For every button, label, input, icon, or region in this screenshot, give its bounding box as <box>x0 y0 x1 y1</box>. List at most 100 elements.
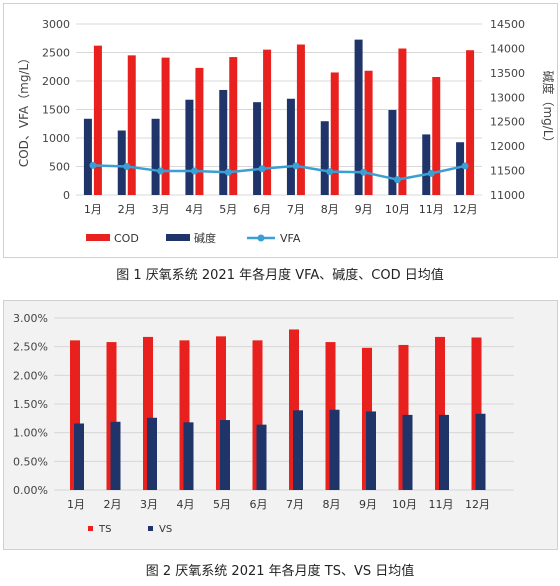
bar-vs <box>110 421 121 490</box>
y2-tick-label: 12000 <box>490 140 525 153</box>
bar-ts <box>289 329 299 490</box>
bar-vs <box>183 422 194 490</box>
point-vfa <box>190 167 198 175</box>
y-tick-label: 3.00% <box>13 312 48 325</box>
y-tick-label: 1000 <box>42 132 70 145</box>
x-tick-label: 11月 <box>429 498 454 511</box>
y2-tick-label: 11500 <box>490 165 525 178</box>
bar-vs <box>402 414 413 490</box>
x-tick-label: 12月 <box>453 203 478 216</box>
y-tick-label: 500 <box>49 161 70 174</box>
y-tick-label: 1500 <box>42 104 70 117</box>
legend-swatch-ts <box>88 526 93 531</box>
point-vfa <box>157 167 165 175</box>
x-tick-label: 1月 <box>84 203 102 216</box>
y2-tick-label: 13500 <box>490 67 525 80</box>
legend-swatch-vs <box>148 526 153 531</box>
y-tick-label: 2000 <box>42 75 70 88</box>
bar-cod <box>195 67 204 195</box>
bar-alkalinity <box>117 130 126 195</box>
bar-ts <box>252 340 263 490</box>
legend-swatch-alkalinity <box>166 234 190 241</box>
y2-tick-label: 14000 <box>490 42 525 55</box>
bar-cod <box>466 50 475 195</box>
bar-ts <box>106 342 117 490</box>
point-vfa <box>360 168 368 176</box>
legend-marker-vfa <box>257 234 265 242</box>
legend-label-cod: COD <box>114 232 139 245</box>
bar-cod <box>93 45 102 195</box>
x-tick-label: 2月 <box>104 498 122 511</box>
y2-tick-label: 12500 <box>490 116 525 129</box>
bar-cod <box>330 72 339 195</box>
point-vfa <box>326 168 334 176</box>
bar-cod <box>296 44 305 195</box>
bar-ts <box>70 340 80 490</box>
x-tick-label: 3月 <box>152 203 170 216</box>
x-tick-label: 2月 <box>118 203 136 216</box>
bar-vs <box>74 423 84 490</box>
x-tick-label: 11月 <box>419 203 444 216</box>
y-tick-label: 0 <box>63 189 70 202</box>
x-tick-label: 5月 <box>219 203 237 216</box>
figure-caption-2: 图 2 厌氧系统 2021 年各月度 TS、VS 日均值 <box>145 564 415 579</box>
line-vfa <box>92 164 466 181</box>
y2-tick-label: 14500 <box>490 18 525 31</box>
bar-ts <box>143 336 153 490</box>
bar-vs <box>329 409 340 490</box>
x-tick-label: 7月 <box>286 498 304 511</box>
bar-vs <box>220 420 230 490</box>
y-tick-label: 2.50% <box>13 341 48 354</box>
x-tick-label: 10月 <box>392 498 417 511</box>
bar-vs <box>147 417 157 490</box>
legend-swatch-cod <box>86 234 110 241</box>
x-tick-label: 6月 <box>253 203 271 216</box>
y-tick-label: 1.50% <box>13 398 48 411</box>
bar-cod <box>127 55 136 195</box>
bar-alkalinity <box>354 39 363 196</box>
chart-panel-2: 0.00% 0.50% 1.00% 1.50% 2.00% 2.50% 3.00% 1月 2月 3… <box>3 300 558 550</box>
bar-ts <box>216 336 226 490</box>
x-tick-label: 9月 <box>359 498 377 511</box>
bar-ts <box>179 340 190 490</box>
bar-alkalinity <box>253 102 262 195</box>
bar-vs <box>439 414 449 490</box>
point-vfa <box>393 176 401 184</box>
bar-alkalinity <box>388 109 397 195</box>
point-vfa <box>292 162 300 170</box>
x-tick-label: 10月 <box>385 203 410 216</box>
x-tick-label: 5月 <box>213 498 231 511</box>
point-vfa <box>89 161 97 169</box>
point-vfa <box>461 162 469 170</box>
bar-alkalinity <box>219 89 228 195</box>
x-tick-label: 9月 <box>355 203 373 216</box>
x-tick-label: 8月 <box>323 498 341 511</box>
x-tick-label: 8月 <box>321 203 339 216</box>
bar-cod <box>432 77 441 195</box>
bar-cod <box>161 57 170 195</box>
legend-label-vfa: VFA <box>280 232 301 245</box>
point-vfa <box>123 163 131 170</box>
bar-alkalinity <box>83 118 92 195</box>
y2-axis-label: 碱度（mg/L） <box>541 70 556 148</box>
y-tick-label: 0.50% <box>13 455 48 468</box>
bar-vs <box>475 413 486 490</box>
x-tick-label: 3月 <box>140 498 158 511</box>
legend-label-alkalinity: 碱度 <box>194 231 216 245</box>
x-tick-label: 7月 <box>287 203 305 216</box>
bar-vs <box>256 424 267 490</box>
legend-label-vs: VS <box>159 524 172 535</box>
bar-cod <box>398 48 407 196</box>
y-tick-label: 2500 <box>42 47 70 60</box>
figure-caption-1: 图 1 厌氧系统 2021 年各月度 VFA、碱度、COD 日均值 <box>116 268 444 283</box>
legend-label-ts: TS <box>98 524 111 535</box>
point-vfa <box>224 168 232 176</box>
bar-vs <box>366 411 376 490</box>
y-tick-label: 0.00% <box>13 484 48 497</box>
bar-cod <box>229 57 238 196</box>
bar-alkalinity <box>422 134 431 195</box>
y-tick-label: 2.00% <box>13 369 48 382</box>
y-tick-label: 1.00% <box>13 427 48 440</box>
x-tick-label: 1月 <box>67 498 85 511</box>
chart-panel-1: 0 500 1000 1500 2000 2500 3000 11000 11500 12000 1… <box>3 3 558 258</box>
